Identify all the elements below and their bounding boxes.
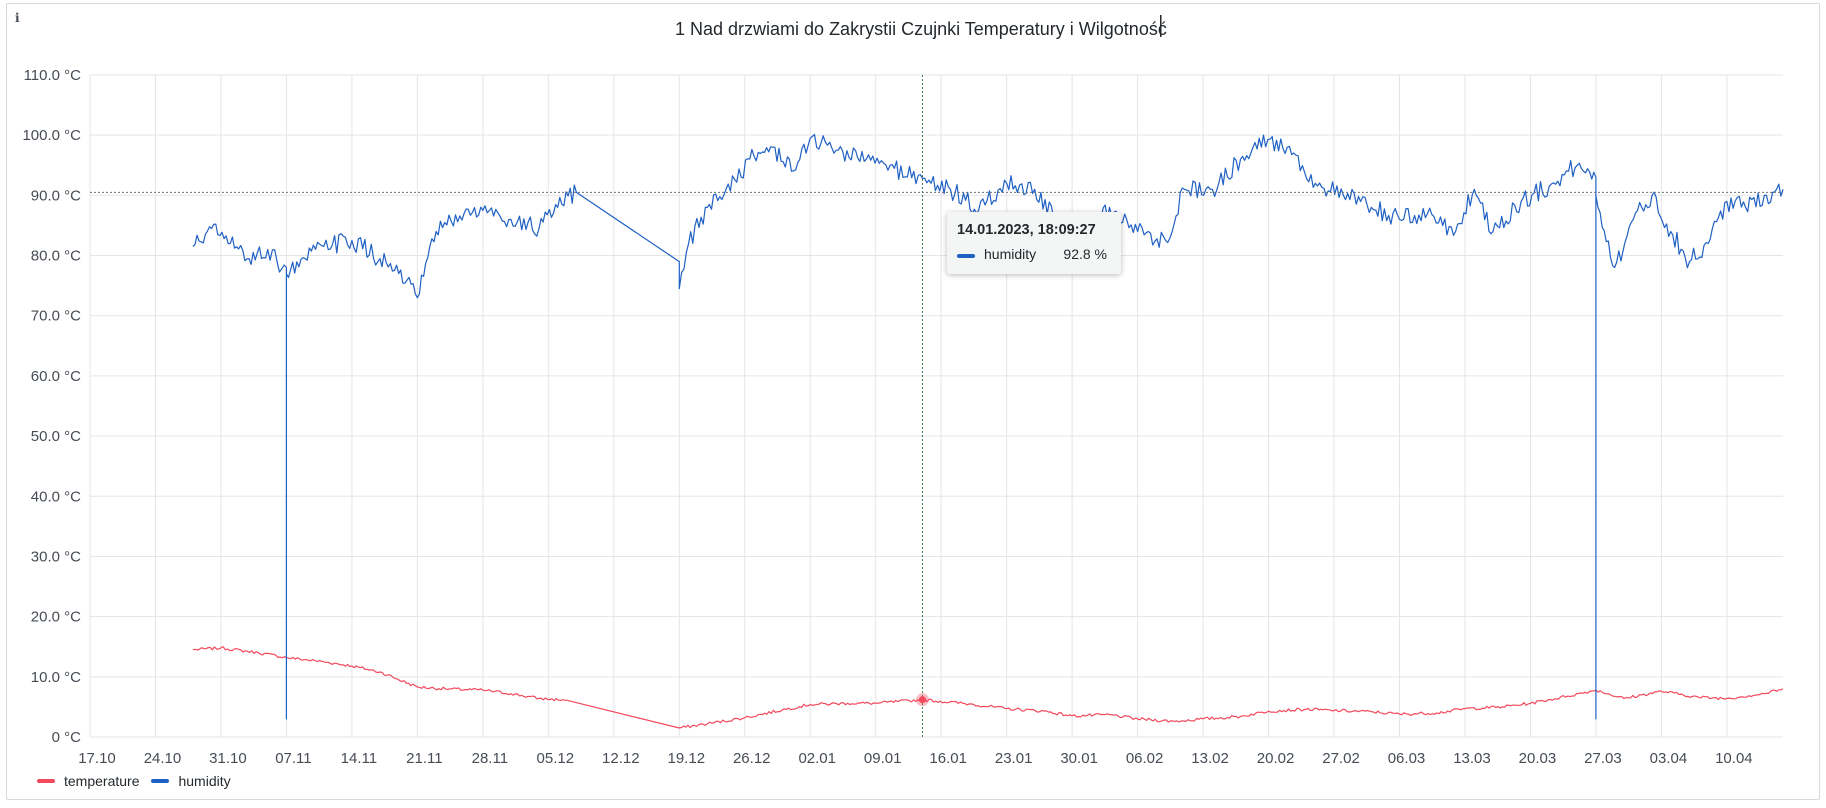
series-line-humidity — [192, 133, 1784, 720]
legend-item-temperature[interactable]: temperature — [37, 773, 139, 789]
x-tick-label: 05.12 — [537, 750, 575, 767]
y-tick-label: 100.0 °C — [22, 127, 81, 144]
x-tick-label: 16.01 — [929, 750, 967, 767]
title-edit-cursor — [1160, 15, 1162, 37]
y-tick-label: 70.0 °C — [31, 308, 81, 325]
series-lines — [192, 133, 1784, 729]
tooltip-series-swatch — [957, 254, 975, 258]
y-tick-label: 20.0 °C — [31, 609, 81, 626]
y-tick-label: 110.0 °C — [24, 67, 82, 84]
tooltip-series-name: humidity — [984, 246, 1037, 262]
x-tick-label: 30.01 — [1060, 750, 1098, 767]
y-tick-label: 0 °C — [52, 729, 82, 746]
hover-tooltip: 14.01.2023, 18:09:27 humidity 92.8 % — [947, 212, 1121, 274]
y-tick-label: 60.0 °C — [31, 368, 81, 385]
x-tick-label: 06.02 — [1126, 750, 1164, 767]
x-tick-label: 20.02 — [1257, 750, 1295, 767]
x-tick-label: 19.12 — [668, 750, 706, 767]
info-icon[interactable]: i — [15, 11, 20, 25]
x-tick-label: 09.01 — [864, 750, 902, 767]
y-tick-label: 90.0 °C — [31, 187, 81, 204]
x-tick-label: 21.11 — [406, 750, 442, 767]
x-tick-label: 13.03 — [1453, 750, 1491, 767]
y-tick-label: 30.0 °C — [31, 548, 81, 565]
y-tick-label: 80.0 °C — [31, 248, 81, 265]
x-tick-label: 07.11 — [275, 750, 311, 767]
x-tick-label: 27.03 — [1584, 750, 1622, 767]
x-tick-label: 14.11 — [341, 750, 377, 767]
x-tick-label: 17.10 — [78, 750, 116, 767]
legend-swatch-humidity — [151, 779, 170, 783]
x-tick-label: 02.01 — [798, 750, 836, 767]
series-line-temperature — [192, 646, 1784, 729]
x-tick-label: 27.02 — [1322, 750, 1360, 767]
legend-label-humidity: humidity — [178, 773, 231, 789]
legend-swatch-temperature — [37, 779, 55, 783]
chart-title: 1 Nad drzwiami do Zakrystii Czujnki Temp… — [675, 19, 1167, 39]
x-tick-label: 06.03 — [1388, 750, 1426, 767]
tooltip-time: 14.01.2023, 18:09:27 — [957, 222, 1096, 238]
legend: temperature humidity — [37, 773, 243, 789]
x-tick-label: 26.12 — [733, 750, 771, 767]
x-tick-label: 31.10 — [209, 750, 247, 767]
y-axis-ticks: 0 °C 10.0 °C 20.0 °C 30.0 °C 40.0 °C 50.0 °C 6… — [22, 67, 81, 746]
x-tick-label: 23.01 — [995, 750, 1033, 767]
x-tick-label: 03.04 — [1650, 750, 1688, 767]
x-tick-label: 12.12 — [602, 750, 640, 767]
hover-point — [918, 696, 926, 704]
y-tick-label: 40.0 °C — [31, 488, 81, 505]
chart-panel: i 1 Nad drzwiami do Zakrystii Czujnki Te… — [6, 3, 1820, 800]
y-tick-label: 50.0 °C — [31, 428, 81, 445]
x-tick-label: 24.10 — [144, 750, 182, 767]
x-tick-label: 10.04 — [1715, 750, 1753, 767]
grid — [89, 74, 1783, 738]
x-tick-label: 20.03 — [1519, 750, 1557, 767]
x-axis-ticks: 17.10 24.10 31.10 07.11 14.11 21.11 28.11 05.12… — [78, 750, 1752, 767]
tooltip-value: 92.8 % — [1063, 246, 1107, 262]
chart-svg[interactable]: 1 Nad drzwiami do Zakrystii Czujnki Temp… — [7, 4, 1819, 799]
crosshair — [90, 75, 1783, 737]
y-tick-label: 10.0 °C — [31, 669, 81, 686]
x-tick-label: 28.11 — [472, 750, 508, 767]
legend-item-humidity[interactable]: humidity — [151, 773, 231, 789]
legend-label-temperature: temperature — [64, 773, 140, 789]
x-tick-label: 13.02 — [1191, 750, 1229, 767]
